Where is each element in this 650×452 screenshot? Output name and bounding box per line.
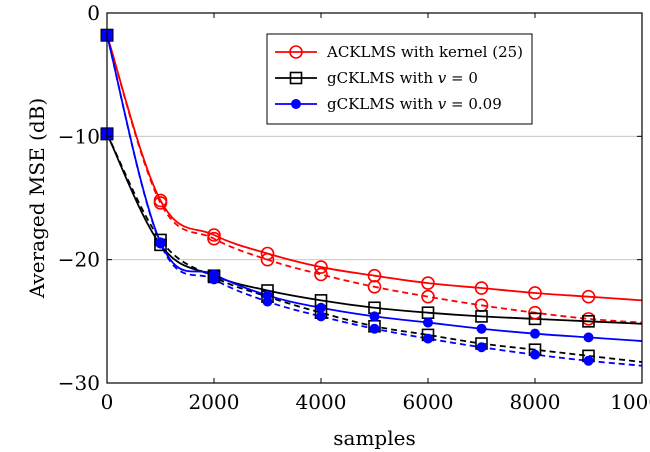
- series-line: [106, 34, 643, 324]
- x-tick-label: 10000: [610, 390, 650, 414]
- data-point: [476, 342, 487, 353]
- x-tick-label: 2000: [189, 390, 240, 414]
- legend-label: gCKLMS with v = 0.09: [327, 95, 502, 113]
- legend-box: [266, 33, 533, 125]
- series-line: [106, 133, 643, 325]
- legend-label: ACKLMS with kernel (25): [326, 43, 523, 61]
- data-point: [530, 328, 540, 339]
- legend-marker: [289, 71, 303, 85]
- grid-lines: [107, 135, 642, 261]
- data-point: [421, 289, 435, 304]
- data-point: [367, 268, 382, 283]
- y-tick-label: −10: [58, 124, 100, 148]
- data-point: [528, 286, 542, 300]
- x-tick-label: 6000: [403, 390, 454, 414]
- data-point: [474, 281, 489, 295]
- data-point: [209, 274, 219, 285]
- data-point: [582, 315, 595, 328]
- series-line: [106, 34, 643, 302]
- data-point: [367, 279, 382, 294]
- data-point: [207, 228, 221, 242]
- y-tick-label: −30: [58, 371, 100, 395]
- data-point: [260, 246, 275, 261]
- data-point: [314, 267, 328, 282]
- legend-label: gCKLMS with v = 0: [327, 69, 478, 87]
- data-point: [314, 260, 328, 274]
- y-tick-label: −20: [58, 248, 100, 272]
- data-point: [153, 196, 168, 210]
- data-point: [155, 238, 166, 249]
- data-point: [423, 333, 433, 344]
- data-point: [316, 302, 326, 313]
- data-point: [316, 311, 326, 322]
- data-point: [421, 276, 435, 290]
- data-point: [583, 355, 594, 366]
- data-point: [369, 323, 380, 334]
- data-point: [207, 231, 221, 246]
- data-point: [423, 317, 433, 328]
- data-point: [475, 310, 488, 323]
- data-point: [476, 323, 487, 334]
- data-point: [528, 312, 542, 326]
- data-point: [260, 252, 275, 267]
- y-tick-label: 0: [87, 1, 100, 25]
- x-tick-label: 8000: [510, 390, 561, 414]
- data-point: [530, 349, 540, 360]
- plot-frame: [106, 12, 643, 384]
- x-tick-label: 4000: [296, 390, 347, 414]
- data-point: [581, 289, 596, 304]
- markers-layer: [100, 28, 596, 366]
- y-axis-label: Averaged MSE (dB): [25, 98, 49, 299]
- axis-ticks: 0 2000 4000 6000 8000 10000 0 −10 −20 −30: [58, 1, 650, 414]
- x-axis-label: samples: [333, 426, 415, 450]
- data-point: [262, 296, 273, 307]
- data-point: [583, 332, 594, 343]
- x-tick-label: 0: [101, 390, 114, 414]
- legend-marker: [289, 45, 303, 59]
- data-point: [369, 311, 380, 322]
- legend-marker: [291, 99, 301, 109]
- legend: ACKLMS with kernel (25) gCKLMS with v = 0…: [266, 33, 533, 125]
